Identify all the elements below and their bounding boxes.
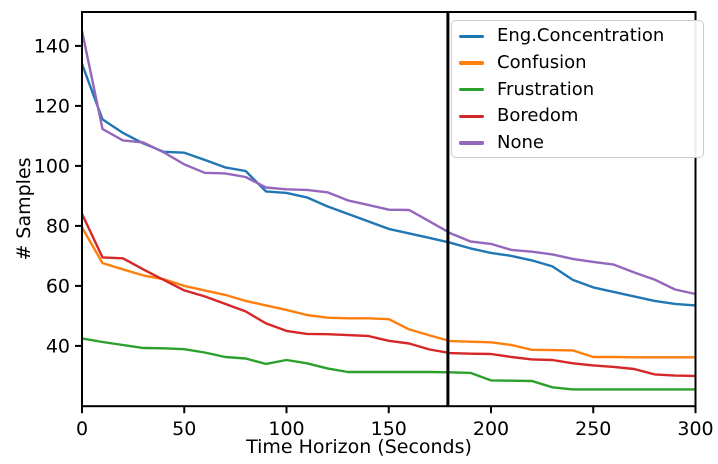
legend-item-label: Frustration (497, 78, 595, 100)
x-tick-label: 0 (76, 418, 88, 440)
legend-item-label: Eng.Concentration (497, 25, 665, 47)
legend-swatch-line (459, 88, 484, 92)
x-tick-label: 300 (677, 418, 713, 440)
x-tick-label: 200 (473, 418, 509, 440)
y-tick-label: 80 (46, 215, 70, 237)
legend-item: Confusion (452, 50, 703, 77)
y-tick-label: 120 (34, 95, 70, 117)
series-line-boredom (80, 213, 696, 378)
legend-swatch-line (459, 61, 484, 65)
series-line-confusion (80, 226, 696, 359)
y-axis-label: # Samples (13, 157, 35, 261)
x-tick-label: 150 (371, 418, 407, 440)
series-line-none (80, 30, 696, 296)
legend-swatch-line (459, 34, 484, 39)
legend-item-label: Confusion (497, 52, 587, 74)
legend-swatch-line (459, 141, 484, 145)
y-tick-label: 140 (34, 35, 70, 57)
y-tick-label: 100 (34, 155, 70, 177)
x-tick-label: 100 (268, 418, 304, 440)
series-line-frustration (81, 337, 696, 391)
legend-item: Eng.Concentration (452, 23, 703, 50)
legend-item-label: Boredom (497, 105, 579, 127)
legend-item-label: None (497, 132, 544, 154)
x-axis-label: Time Horizon (Seconds) (246, 436, 472, 458)
legend-swatch-line (459, 114, 484, 119)
plot-border (81, 11, 697, 408)
x-tick-label: 50 (172, 418, 196, 440)
legend-item: None (452, 130, 703, 157)
legend: Eng.Concentration Confusion Frustration Bor… (451, 20, 704, 158)
y-tick-label: 60 (46, 275, 70, 297)
series-line-eng-concentration (80, 63, 696, 307)
legend-item: Boredom (452, 103, 703, 130)
y-tick-label: 40 (46, 335, 70, 357)
legend-item: Frustration (452, 76, 703, 103)
x-tick-label: 250 (575, 418, 611, 440)
